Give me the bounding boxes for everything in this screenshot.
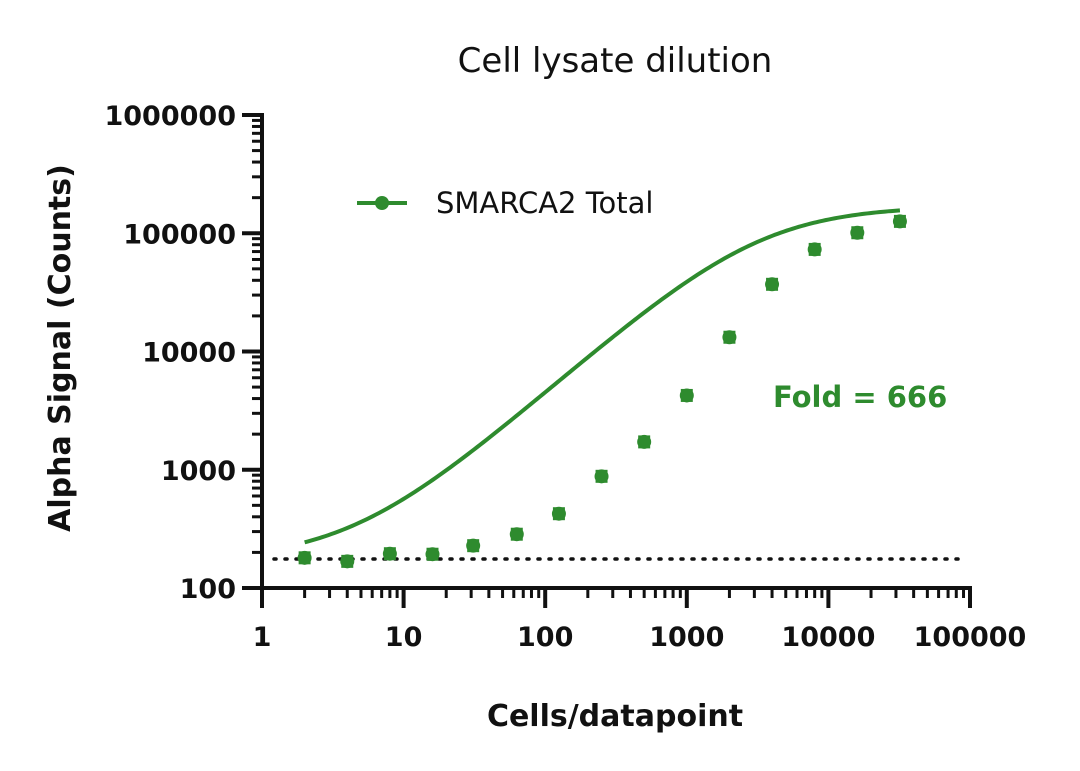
x-tick-label: 10000: [781, 622, 875, 653]
y-tick-label: 1000000: [104, 101, 236, 132]
x-tick-label: 100: [517, 622, 573, 653]
x-tick-label: 100000: [914, 622, 1027, 653]
y-tick-label: 100000: [123, 219, 236, 250]
x-axis-label: Cells/datapoint: [487, 699, 743, 734]
fit-curve-group: [304, 208, 901, 545]
data-point: [850, 225, 865, 240]
data-point: [637, 434, 652, 449]
legend-label: SMARCA2 Total: [436, 186, 653, 220]
axes: 100 1000 10000 100000 1000000 1 10 100 1000 10000…: [104, 101, 1026, 653]
legend: SMARCA2 Total: [357, 186, 653, 220]
x-tick-label: 1000: [649, 622, 724, 653]
y-tick-label: 10000: [142, 338, 236, 369]
data-point: [594, 469, 609, 484]
data-point: [297, 550, 312, 565]
y-axis-label: Alpha Signal (Counts): [43, 164, 78, 532]
data-point: [425, 547, 440, 562]
x-tick-label: 10: [385, 622, 423, 653]
fit-curve: [304, 208, 901, 545]
data-point: [551, 506, 566, 521]
data-point: [466, 538, 481, 553]
data-point: [679, 388, 694, 403]
fold-annotation: Fold = 666: [773, 380, 947, 414]
data-point: [340, 554, 355, 569]
data-point: [509, 527, 524, 542]
data-point: [382, 546, 397, 561]
data-point: [892, 214, 907, 229]
y-tick-label: 1000: [161, 456, 236, 487]
data-point: [807, 242, 822, 257]
data-point: [722, 330, 737, 345]
legend-marker: [375, 196, 389, 210]
chart-title: Cell lysate dilution: [458, 41, 773, 81]
data-points: [297, 214, 907, 569]
x-tick-label: 1: [253, 622, 272, 653]
data-point: [765, 277, 780, 292]
y-tick-label: 100: [180, 574, 236, 605]
